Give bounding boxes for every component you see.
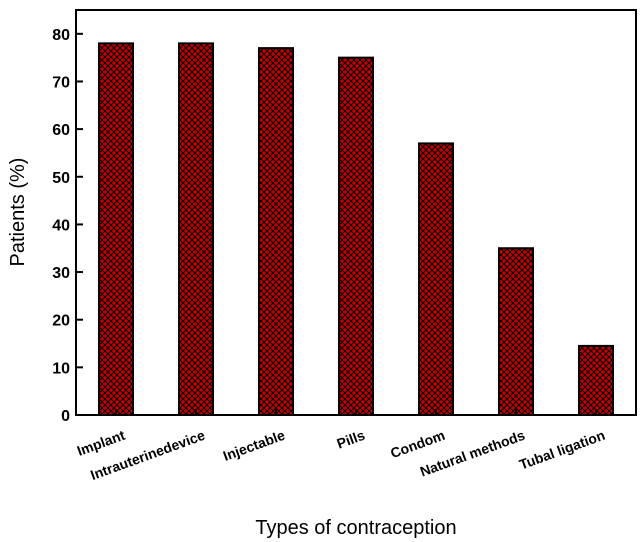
y-axis: 0 10 20 30 40 50 60 70 80: [52, 27, 83, 425]
y-tick-label: 0: [61, 408, 70, 425]
x-tick-label: Pills: [334, 427, 367, 452]
y-tick-label: 20: [52, 313, 70, 330]
y-tick-label: 60: [52, 122, 70, 139]
bars: [98, 42, 614, 417]
bar-natural-methods: [498, 247, 534, 416]
x-tick-label: Implant: [75, 427, 128, 459]
x-tick-label: Condom: [388, 427, 447, 461]
x-tick-label: Injectable: [221, 427, 287, 464]
y-tick-label: 80: [52, 27, 70, 44]
x-tick-label: Tubal ligation: [517, 427, 607, 473]
bar-pills: [338, 56, 374, 416]
bar-tubal-ligation: [578, 344, 614, 417]
y-tick-label: 40: [52, 217, 70, 234]
y-tick-label: 70: [52, 74, 70, 91]
y-tick-label: 50: [52, 170, 70, 187]
y-tick-label: 30: [52, 265, 70, 282]
bar-intrauterinedevice: [178, 42, 214, 417]
x-axis-label: Types of contraception: [255, 517, 456, 539]
bar-injectable: [258, 47, 294, 416]
bar-condom: [418, 142, 454, 416]
y-tick-label: 10: [52, 360, 70, 377]
y-axis-label: Patients (%): [7, 158, 29, 267]
bar-implant: [98, 42, 134, 417]
